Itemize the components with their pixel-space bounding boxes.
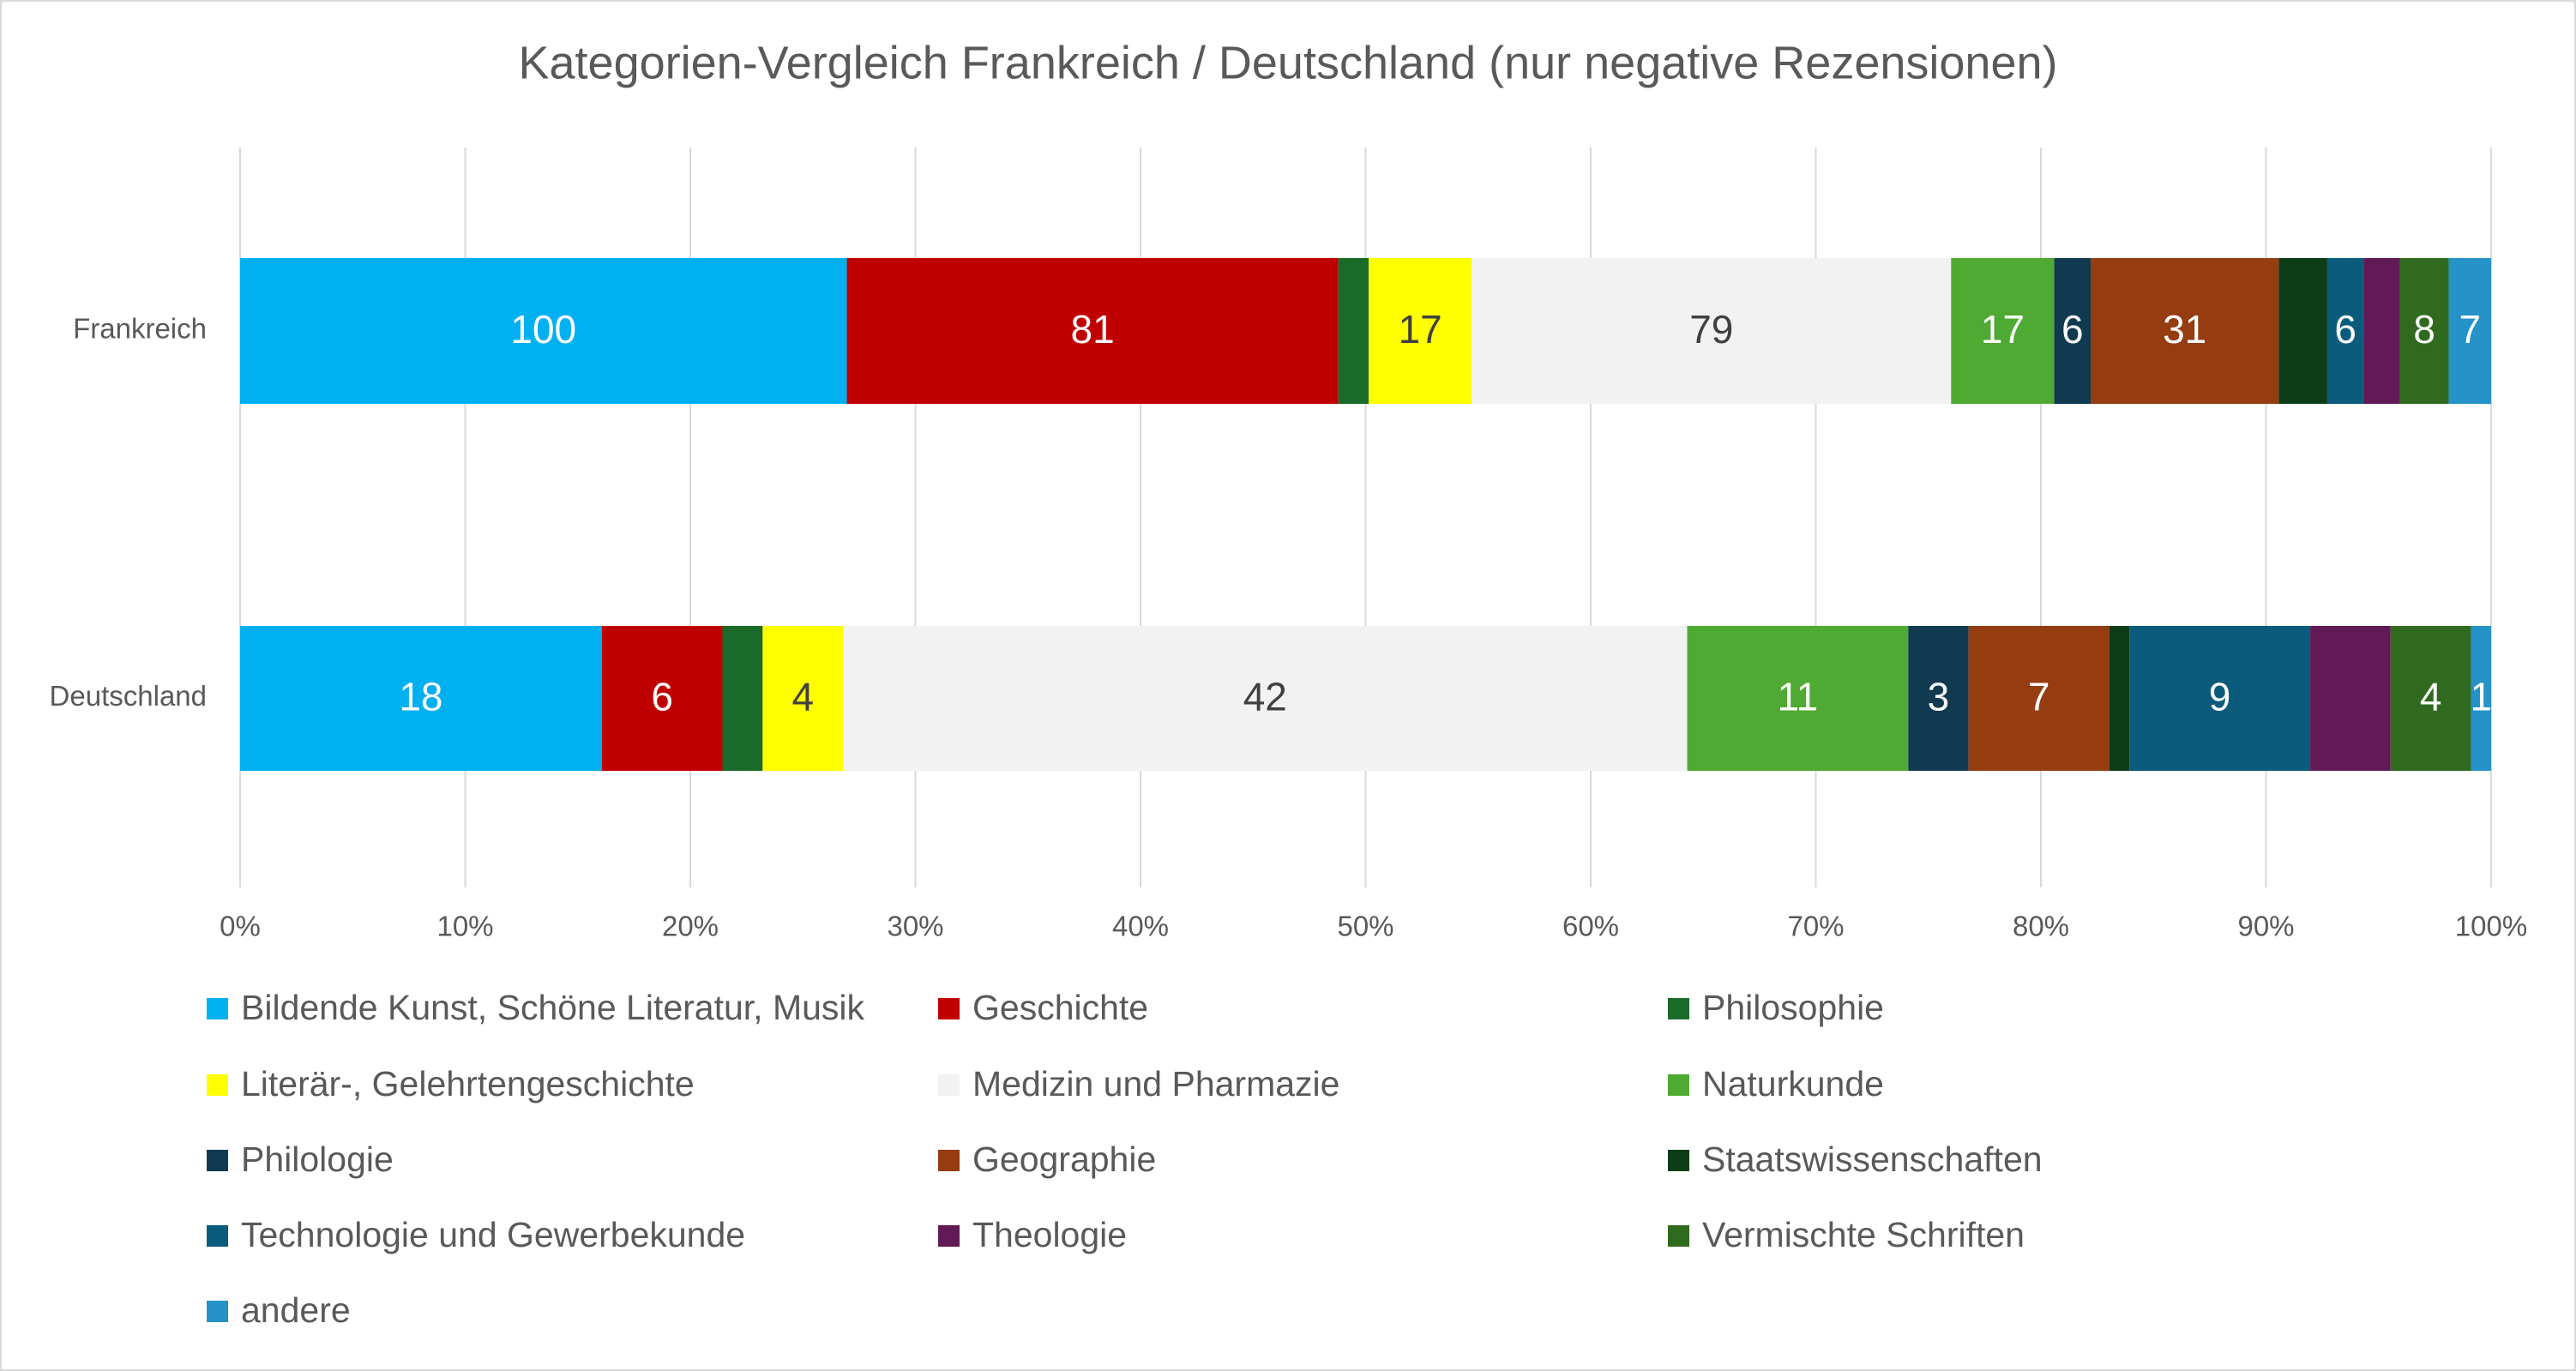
- x-tick-label: 0%: [220, 911, 261, 942]
- bar-segment: [2091, 258, 2279, 404]
- x-tick-label: 30%: [887, 911, 943, 942]
- legend-swatch: [938, 1150, 960, 1171]
- data-label: 18: [399, 675, 442, 719]
- bar-segment: [1687, 626, 1909, 771]
- bar-segment: [1951, 258, 2055, 404]
- legend-label: Naturkunde: [1702, 1064, 1884, 1103]
- category-label: Frankreich: [73, 313, 207, 345]
- data-label: 3: [1928, 675, 1950, 719]
- bar-segment: [1369, 258, 1472, 404]
- x-tick-label: 60%: [1562, 911, 1619, 942]
- x-tick-label: 100%: [2455, 911, 2527, 942]
- x-tick-label: 90%: [2237, 911, 2294, 942]
- bar-segment: [2471, 626, 2491, 771]
- data-label: 7: [2028, 675, 2050, 719]
- legend-label: Geographie: [972, 1139, 1156, 1179]
- x-tick-label: 10%: [436, 911, 493, 942]
- legend-swatch: [1668, 1074, 1689, 1096]
- data-label: 8: [2413, 307, 2435, 352]
- data-label: 6: [2061, 307, 2084, 352]
- bar-segment: [240, 626, 602, 771]
- legend-swatch: [1668, 1225, 1689, 1247]
- bar-segment: [1908, 626, 1969, 771]
- data-label: 4: [2420, 675, 2442, 719]
- legend-label: Medizin und Pharmazie: [972, 1064, 1339, 1103]
- data-label: 17: [1981, 307, 2025, 352]
- legend-swatch: [207, 1225, 228, 1247]
- legend-swatch: [207, 1301, 228, 1322]
- legend-swatch: [1668, 998, 1689, 1019]
- bar-segment: [2310, 626, 2391, 771]
- data-label: 11: [1778, 675, 1819, 719]
- bar-segment: [2054, 258, 2091, 404]
- bar-segment: [722, 626, 763, 771]
- data-label: 31: [2163, 307, 2206, 352]
- bar-segment: [1338, 258, 1369, 404]
- bar-segment: [2109, 626, 2130, 771]
- x-tick-label: 20%: [662, 911, 719, 942]
- bar-segment: [846, 258, 1339, 404]
- data-label: 6: [651, 675, 673, 719]
- legend-swatch: [938, 998, 960, 1019]
- data-label: 42: [1243, 675, 1287, 719]
- x-tick-label: 50%: [1337, 911, 1393, 942]
- bar-segment: [762, 626, 844, 771]
- chart-title: Kategorien-Vergleich Frankreich / Deutsc…: [519, 37, 2058, 88]
- data-label: 1: [2470, 675, 2492, 719]
- legend-swatch: [207, 998, 228, 1019]
- legend-swatch: [207, 1074, 228, 1096]
- bar-segment: [240, 258, 847, 404]
- legend-label: Geschichte: [972, 988, 1148, 1027]
- bar-segment: [2399, 258, 2449, 404]
- bar-segment: [1968, 626, 2110, 771]
- legend-label: andere: [241, 1290, 351, 1330]
- bar-segment: [2363, 258, 2400, 404]
- data-label: 79: [1689, 307, 1733, 352]
- bar-segment: [2278, 258, 2327, 404]
- legend-label: Theologie: [972, 1215, 1127, 1254]
- data-label: 17: [1399, 307, 1442, 352]
- bar-segment: [2390, 626, 2471, 771]
- legend-swatch: [938, 1074, 960, 1096]
- legend-label: Technologie und Gewerbekunde: [241, 1215, 745, 1254]
- data-label: 100: [510, 307, 576, 352]
- bar-segment: [2326, 258, 2364, 404]
- bar-segment: [843, 626, 1688, 771]
- data-label: 9: [2209, 675, 2231, 719]
- legend-label: Vermischte Schriften: [1702, 1215, 2025, 1254]
- legend-swatch: [938, 1225, 960, 1247]
- legend-swatch: [1668, 1150, 1689, 1171]
- legend-swatch: [207, 1150, 228, 1171]
- data-label: 7: [2459, 307, 2481, 352]
- data-label: 4: [791, 675, 814, 719]
- legend-label: Philologie: [241, 1139, 394, 1179]
- legend-label: Philosophie: [1702, 988, 1884, 1027]
- x-tick-label: 80%: [2013, 911, 2069, 942]
- bar-segment: [2129, 626, 2311, 771]
- data-label: 6: [2334, 307, 2356, 352]
- x-tick-label: 40%: [1112, 911, 1169, 942]
- legend-label: Bildende Kunst, Schöne Literatur, Musik: [241, 988, 865, 1027]
- legend-label: Literär-, Gelehrtengeschichte: [241, 1064, 695, 1103]
- bar-segment: [1472, 258, 1952, 404]
- x-tick-label: 70%: [1787, 911, 1844, 942]
- bar-segment: [2448, 258, 2491, 404]
- data-label: 81: [1071, 307, 1115, 352]
- category-label: Deutschland: [50, 680, 207, 712]
- bar-segment: [601, 626, 723, 771]
- legend-label: Staatswissenschaften: [1702, 1139, 2043, 1179]
